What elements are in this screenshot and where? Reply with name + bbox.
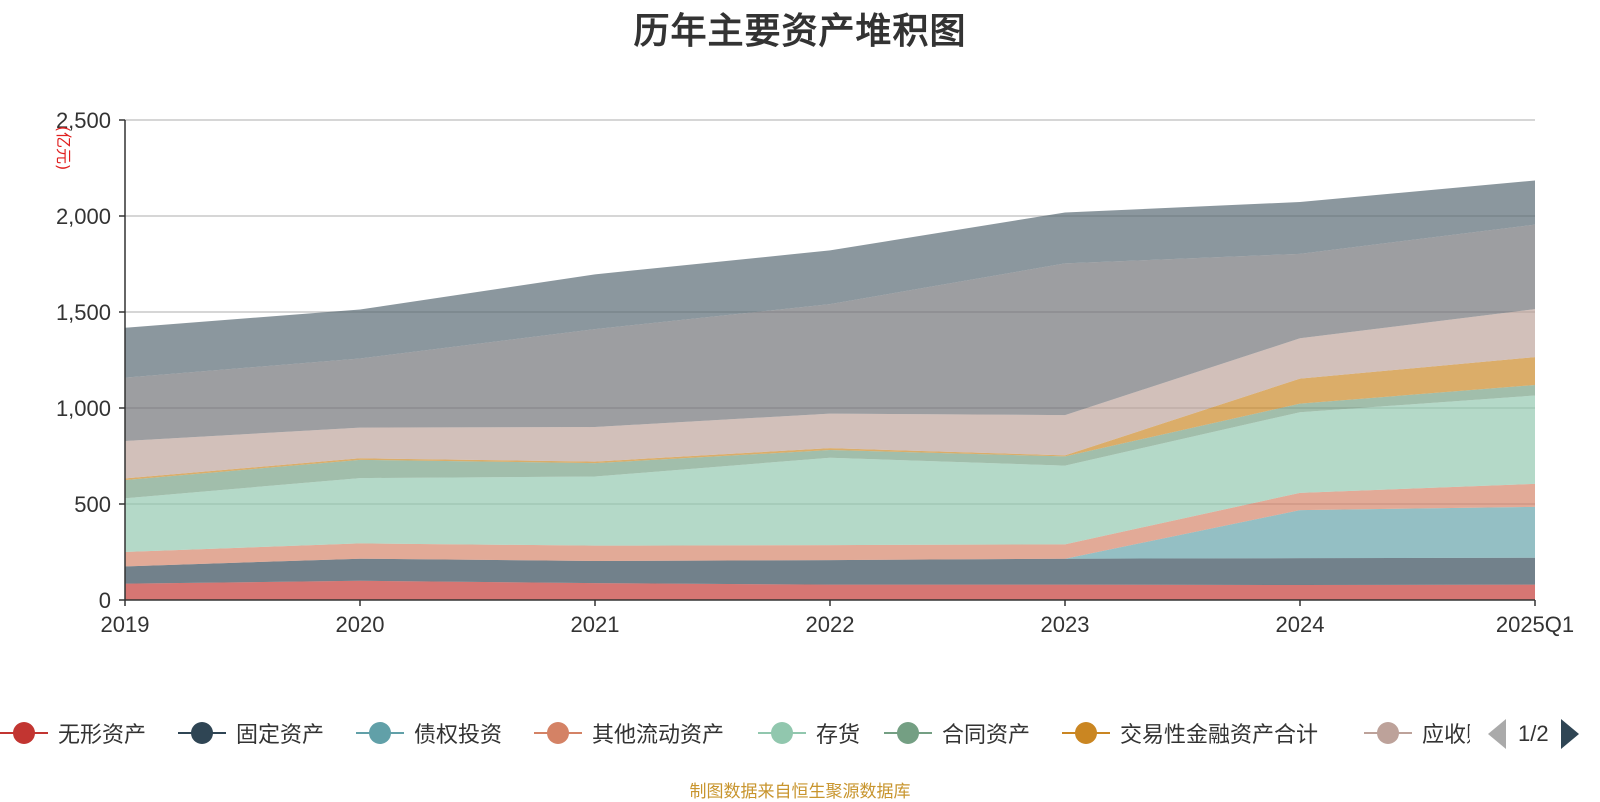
legend-item[interactable]: 应收账款 [1364,712,1470,754]
x-tick-label: 2019 [101,612,150,637]
legend-next-page-icon[interactable] [1560,719,1579,749]
y-tick-label: 2,500 [56,108,111,133]
y-tick-label: 2,000 [56,204,111,229]
legend-label: 其他流动资产 [592,722,725,747]
area-series-1 [125,580,1535,600]
legend-prev-page-icon[interactable] [1488,719,1506,749]
area-series-10 [125,180,1535,378]
x-tick-label: 2022 [806,612,855,637]
legend-label: 无形资产 [58,722,147,747]
y-tick-label: 0 [99,588,111,613]
chart-title: 历年主要资产堆积图 [633,10,967,51]
y-axis-unit-label: (亿元) [54,126,73,171]
legend-item[interactable]: 固定资产 [178,712,324,754]
legend-swatch-icon [534,712,582,754]
source-note: 制图数据来自恒生聚源数据库 [689,782,911,801]
legend-swatch-icon [884,712,932,754]
area-series-8 [125,309,1535,479]
legend: 无形资产 固定资产 债权投资 其他流动资产 存货 合同资产 交易性金融资产合计 应收账款 [0,712,1470,754]
legend-label: 合同资产 [942,722,1031,747]
area-series-5 [125,395,1535,552]
x-tick-label: 2023 [1041,612,1090,637]
legend-item[interactable]: 合同资产 [884,712,1030,754]
legend-item[interactable]: 交易性金融资产合计 [1062,712,1318,754]
x-tick-label: 2024 [1276,612,1325,637]
legend-label: 存货 [816,722,861,747]
legend-swatch-icon [1062,712,1110,754]
legend-label: 固定资产 [236,722,325,747]
axes: 0 500 1,000 1,500 2,000 2,500 2019 2020 2021 2022… [54,108,1574,637]
y-tick-label: 1,000 [56,396,111,421]
legend-swatch-icon [1364,712,1412,754]
area-series-2 [125,557,1535,586]
area-series [125,180,1535,600]
legend-item[interactable]: 债权投资 [356,712,502,754]
legend-swatch-icon [356,712,404,754]
x-tick-label: 2020 [336,612,385,637]
area-series-3 [125,506,1535,567]
x-tick-label: 2025Q1 [1496,612,1574,637]
legend-page-indicator: 1/2 [1518,721,1549,746]
y-tick-label: 1,500 [56,300,111,325]
legend-pager: 1/2 [1488,716,1579,752]
legend-item[interactable]: 存货 [758,712,860,754]
legend-label: 债权投资 [414,722,503,747]
area-series-9 [125,224,1535,442]
legend-swatch-icon [178,712,226,754]
legend-swatch-icon [0,712,48,754]
area-series-7 [125,357,1535,480]
y-tick-label: 500 [74,492,111,517]
x-tick-label: 2021 [571,612,620,637]
legend-swatch-icon [758,712,806,754]
legend-label: 应收账款 [1422,722,1470,747]
legend-label: 交易性金融资产合计 [1120,722,1319,747]
area-series-4 [125,483,1535,567]
area-series-6 [125,384,1535,499]
legend-item[interactable]: 无形资产 [0,712,146,754]
legend-item[interactable]: 其他流动资产 [534,712,724,754]
